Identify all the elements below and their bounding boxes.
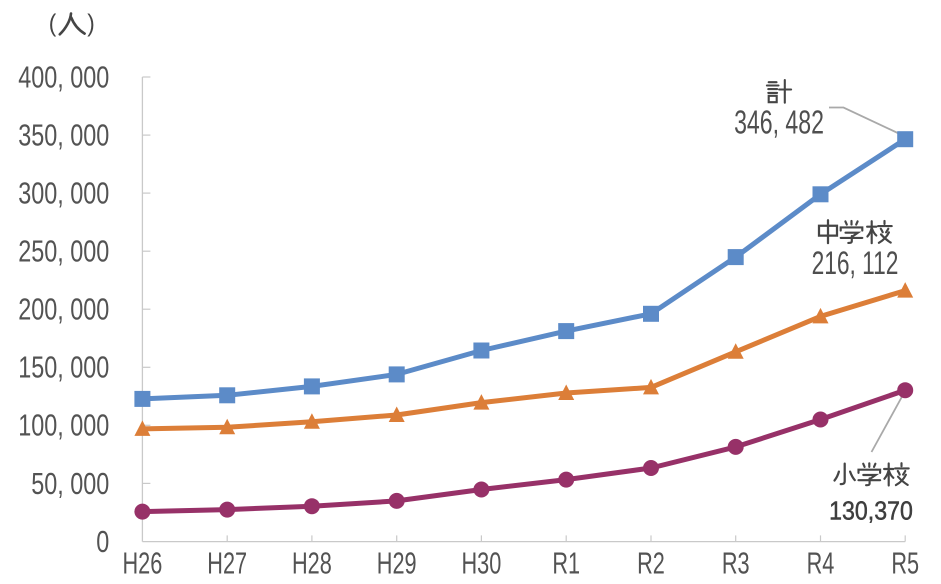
svg-text:H30: H30 xyxy=(461,546,501,581)
svg-text:100, 000: 100, 000 xyxy=(18,407,109,442)
svg-text:H29: H29 xyxy=(377,546,417,581)
svg-text:300, 000: 300, 000 xyxy=(18,175,109,210)
svg-text:216, 112: 216, 112 xyxy=(812,245,899,281)
svg-text:400, 000: 400, 000 xyxy=(18,59,109,94)
svg-text:): ) xyxy=(87,9,94,37)
svg-text:H26: H26 xyxy=(122,546,162,581)
svg-text:346, 482: 346, 482 xyxy=(734,105,824,142)
svg-text:R4: R4 xyxy=(807,546,835,581)
svg-text:50, 000: 50, 000 xyxy=(31,466,109,501)
svg-text:250, 000: 250, 000 xyxy=(18,233,109,268)
svg-text:R3: R3 xyxy=(722,546,750,581)
svg-text:R5: R5 xyxy=(891,546,919,581)
svg-text:R1: R1 xyxy=(552,546,580,581)
svg-text:H27: H27 xyxy=(207,546,247,581)
svg-text:(: ( xyxy=(49,9,57,37)
svg-text:350, 000: 350, 000 xyxy=(18,117,109,152)
svg-text:R2: R2 xyxy=(637,546,665,581)
svg-text:130,370: 130,370 xyxy=(829,497,913,526)
svg-text:200, 000: 200, 000 xyxy=(18,291,109,326)
svg-text:0: 0 xyxy=(96,524,109,559)
svg-text:H28: H28 xyxy=(292,546,332,581)
svg-text:150, 000: 150, 000 xyxy=(18,349,109,384)
